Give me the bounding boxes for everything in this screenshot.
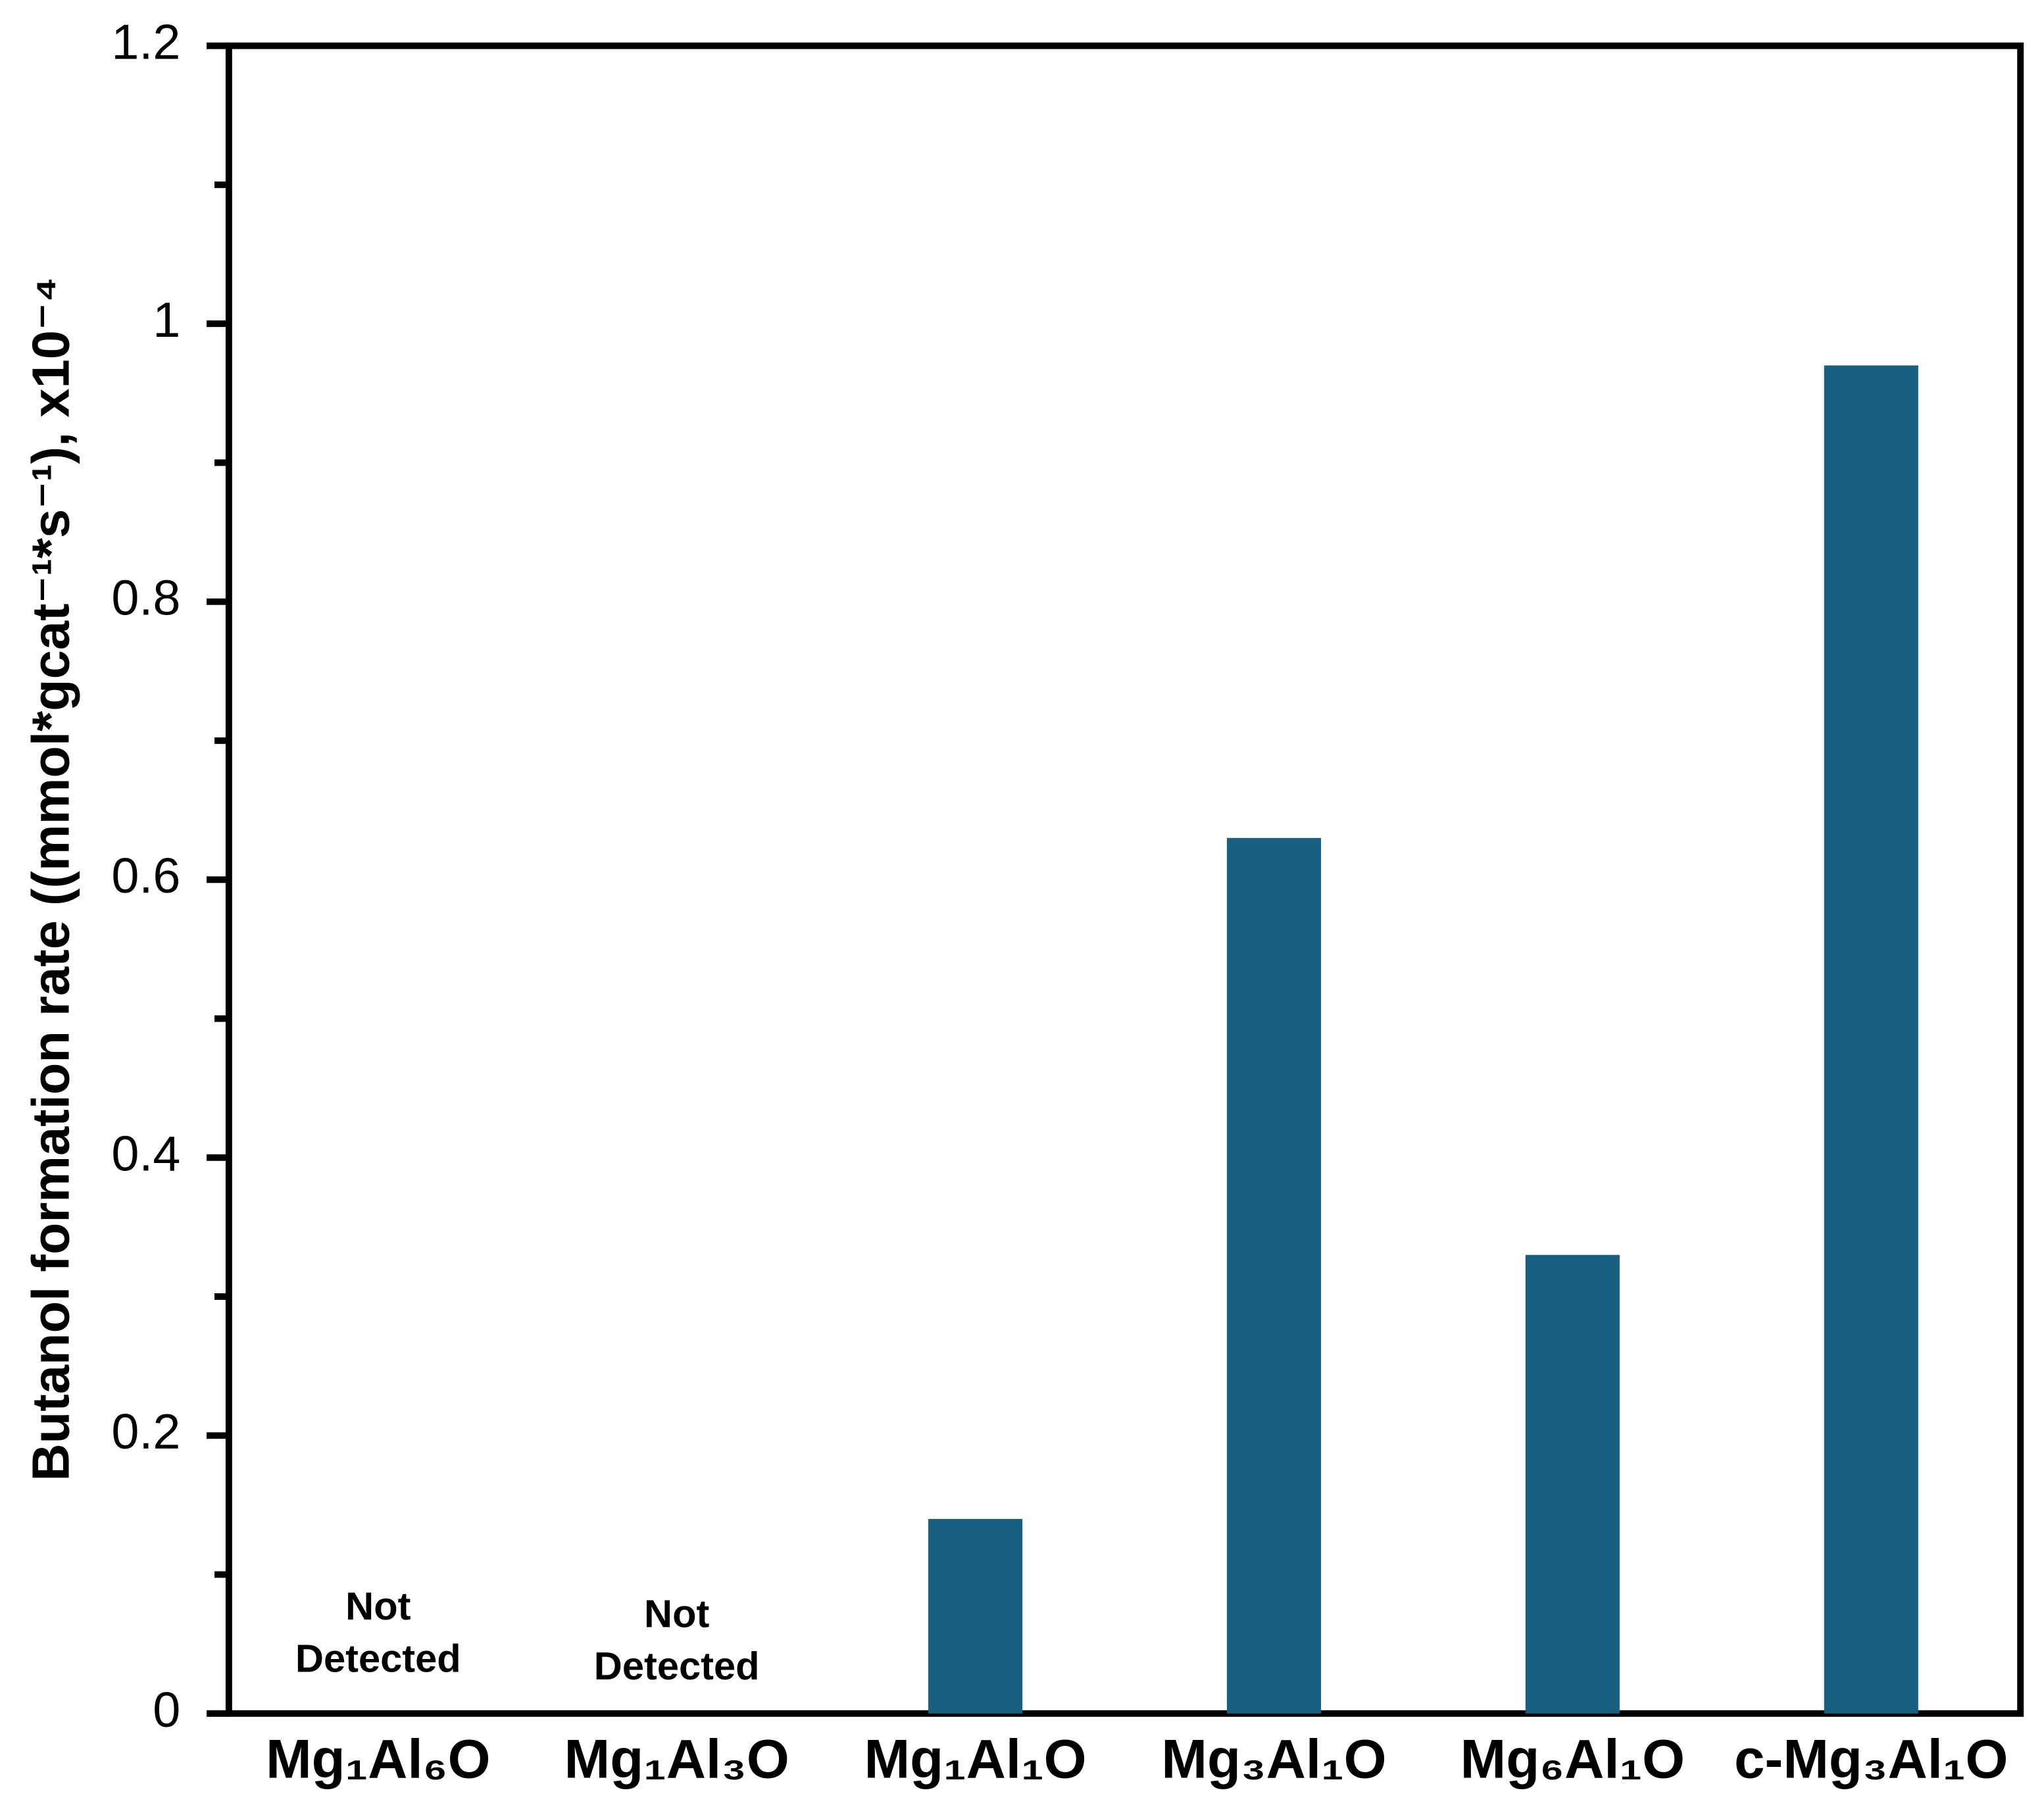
bar bbox=[1226, 837, 1322, 1714]
x-tick-label: Mg₁Al₆O bbox=[266, 1727, 490, 1789]
y-tick-label: 0.4 bbox=[111, 1127, 180, 1182]
x-tick-label: c-Mg₃Al₁O bbox=[1734, 1727, 2008, 1789]
y-tick-label: 1.2 bbox=[111, 15, 180, 70]
x-tick-label: Mg₁Al₃O bbox=[564, 1727, 789, 1789]
plot-frame bbox=[225, 42, 2024, 1717]
y-axis-label: Butanol formation rate ((mmol*gcat⁻¹*s⁻¹… bbox=[21, 277, 80, 1481]
y-tick-label: 0.2 bbox=[111, 1404, 180, 1460]
x-tick-label: Mg₃Al₁O bbox=[1161, 1727, 1386, 1789]
y-tick-label: 0.6 bbox=[111, 849, 180, 904]
y-tick-label: 0.8 bbox=[111, 571, 180, 626]
y-tick-label: 1 bbox=[153, 293, 180, 348]
bar bbox=[1824, 365, 1918, 1714]
bar bbox=[1525, 1254, 1620, 1714]
x-tick-label: Mg₁Al₁O bbox=[864, 1727, 1087, 1789]
y-tick-label: 0 bbox=[153, 1683, 180, 1738]
value-label: Not Detected bbox=[295, 1584, 461, 1681]
bar bbox=[928, 1519, 1023, 1714]
value-label: Not Detected bbox=[594, 1591, 760, 1688]
x-tick-label: Mg₆Al₁O bbox=[1460, 1727, 1685, 1789]
